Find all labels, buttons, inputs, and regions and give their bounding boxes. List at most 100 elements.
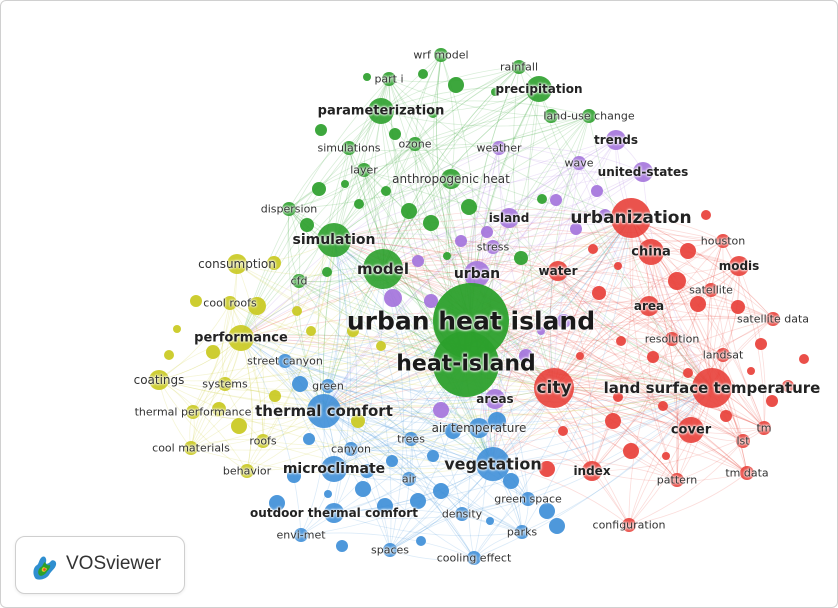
minor-node[interactable] bbox=[519, 349, 533, 363]
node-index[interactable] bbox=[582, 461, 602, 481]
node-stress[interactable] bbox=[486, 240, 500, 254]
label-outdoor-thermal-comfort[interactable]: outdoor thermal comfort bbox=[250, 506, 418, 520]
node-cooling-effect[interactable] bbox=[467, 551, 481, 565]
minor-node[interactable] bbox=[190, 295, 202, 307]
node-simulation[interactable] bbox=[317, 223, 351, 257]
minor-node[interactable] bbox=[322, 267, 332, 277]
label-weather[interactable]: weather bbox=[476, 141, 522, 155]
minor-node[interactable] bbox=[662, 452, 670, 460]
minor-node[interactable] bbox=[363, 73, 371, 81]
minor-node[interactable] bbox=[347, 325, 359, 337]
minor-node[interactable] bbox=[377, 498, 393, 514]
minor-node[interactable] bbox=[680, 243, 696, 259]
node-wrf-model[interactable] bbox=[434, 48, 448, 62]
node-anthropogenic-heat[interactable] bbox=[441, 169, 461, 189]
label-thermal-performance[interactable]: thermal performance bbox=[134, 405, 252, 419]
minor-node[interactable] bbox=[576, 352, 584, 360]
node-trends[interactable] bbox=[606, 130, 626, 150]
node-water[interactable] bbox=[548, 261, 568, 281]
minor-node[interactable] bbox=[341, 180, 349, 188]
node-air-temperature[interactable] bbox=[469, 418, 489, 438]
node-dispersion[interactable] bbox=[282, 202, 296, 216]
minor-node[interactable] bbox=[591, 185, 603, 197]
label-houston[interactable]: houston bbox=[700, 234, 746, 248]
node-outdoor-thermal-comfort[interactable] bbox=[324, 503, 344, 523]
minor-node[interactable] bbox=[539, 503, 555, 519]
node-coatings[interactable] bbox=[149, 370, 169, 390]
node-landsat[interactable] bbox=[716, 348, 730, 362]
node-land-use-change[interactable] bbox=[582, 109, 596, 123]
minor-node[interactable] bbox=[623, 443, 639, 459]
node-land-surface-temperature[interactable] bbox=[692, 368, 732, 408]
node-united-states[interactable] bbox=[633, 162, 653, 182]
node-performance[interactable] bbox=[228, 325, 254, 351]
minor-node[interactable] bbox=[539, 461, 555, 477]
node-parameterization[interactable] bbox=[368, 98, 394, 124]
label-layer[interactable]: layer bbox=[350, 163, 378, 177]
minor-node[interactable] bbox=[173, 325, 181, 333]
node-resolution[interactable] bbox=[665, 332, 679, 346]
minor-node[interactable] bbox=[766, 395, 778, 407]
minor-node[interactable] bbox=[315, 124, 327, 136]
label-wave[interactable]: wave bbox=[564, 156, 594, 170]
minor-node[interactable] bbox=[164, 350, 174, 360]
minor-node[interactable] bbox=[448, 77, 464, 93]
label-cfd[interactable]: cfd bbox=[290, 274, 308, 288]
label-resolution[interactable]: resolution bbox=[644, 332, 700, 346]
minor-node[interactable] bbox=[269, 390, 281, 402]
node-weather[interactable] bbox=[492, 141, 506, 155]
node-simulations[interactable] bbox=[342, 141, 356, 155]
label-land-use-change[interactable]: land-use change bbox=[543, 109, 635, 123]
label-urban[interactable]: urban bbox=[453, 266, 501, 282]
vosviewer-logo-badge[interactable]: VOSviewer bbox=[15, 536, 185, 594]
label-water[interactable]: water bbox=[538, 264, 578, 278]
minor-node[interactable] bbox=[486, 517, 494, 525]
label-tm[interactable]: tm bbox=[756, 421, 772, 435]
minor-node[interactable] bbox=[312, 182, 326, 196]
minor-node[interactable] bbox=[668, 272, 686, 290]
minor-node[interactable] bbox=[424, 294, 438, 308]
node-china[interactable] bbox=[638, 239, 664, 265]
node-cover[interactable] bbox=[678, 417, 704, 443]
label-cooling-effect[interactable]: cooling effect bbox=[436, 551, 512, 565]
minor-node[interactable] bbox=[433, 402, 449, 418]
label-air-temperature[interactable]: air temperature bbox=[431, 421, 527, 435]
label-simulation[interactable]: simulation bbox=[292, 232, 376, 248]
label-lst[interactable]: lst bbox=[736, 434, 750, 448]
minor-node[interactable] bbox=[782, 380, 794, 392]
minor-node[interactable] bbox=[445, 423, 461, 439]
label-satellite-data[interactable]: satellite data bbox=[736, 312, 810, 326]
label-anthropogenic-heat[interactable]: anthropogenic heat bbox=[392, 172, 510, 186]
label-ozone[interactable]: ozone bbox=[398, 137, 432, 151]
label-index[interactable]: index bbox=[573, 464, 611, 478]
minor-node[interactable] bbox=[389, 128, 401, 140]
minor-node[interactable] bbox=[292, 306, 302, 316]
label-urbanization[interactable]: urbanization bbox=[570, 208, 692, 228]
minor-node[interactable] bbox=[267, 256, 281, 270]
minor-node[interactable] bbox=[503, 473, 519, 489]
minor-node[interactable] bbox=[303, 433, 315, 445]
minor-node[interactable] bbox=[592, 286, 606, 300]
node-density[interactable] bbox=[455, 507, 469, 521]
label-land-surface-temperature[interactable]: land surface temperature bbox=[603, 379, 821, 397]
label-performance[interactable]: performance bbox=[194, 330, 288, 346]
minor-node[interactable] bbox=[755, 338, 767, 350]
minor-node[interactable] bbox=[354, 199, 364, 209]
node-canyon[interactable] bbox=[344, 442, 358, 456]
node-satellite[interactable] bbox=[704, 283, 718, 297]
label-area[interactable]: area bbox=[633, 299, 665, 313]
label-cover[interactable]: cover bbox=[670, 422, 712, 438]
label-pattern[interactable]: pattern bbox=[656, 473, 698, 487]
node-rainfall[interactable] bbox=[512, 60, 526, 74]
minor-node[interactable] bbox=[558, 426, 568, 436]
minor-node[interactable] bbox=[269, 495, 285, 511]
label-trends[interactable]: trends bbox=[593, 133, 639, 147]
node-systems[interactable] bbox=[218, 377, 232, 391]
minor-node[interactable] bbox=[231, 418, 247, 434]
label-satellite[interactable]: satellite bbox=[689, 283, 733, 297]
minor-node[interactable] bbox=[300, 218, 314, 232]
label-part-i[interactable]: part i bbox=[374, 72, 404, 86]
label-spaces[interactable]: spaces bbox=[370, 543, 410, 557]
label-landsat[interactable]: landsat bbox=[702, 348, 744, 362]
